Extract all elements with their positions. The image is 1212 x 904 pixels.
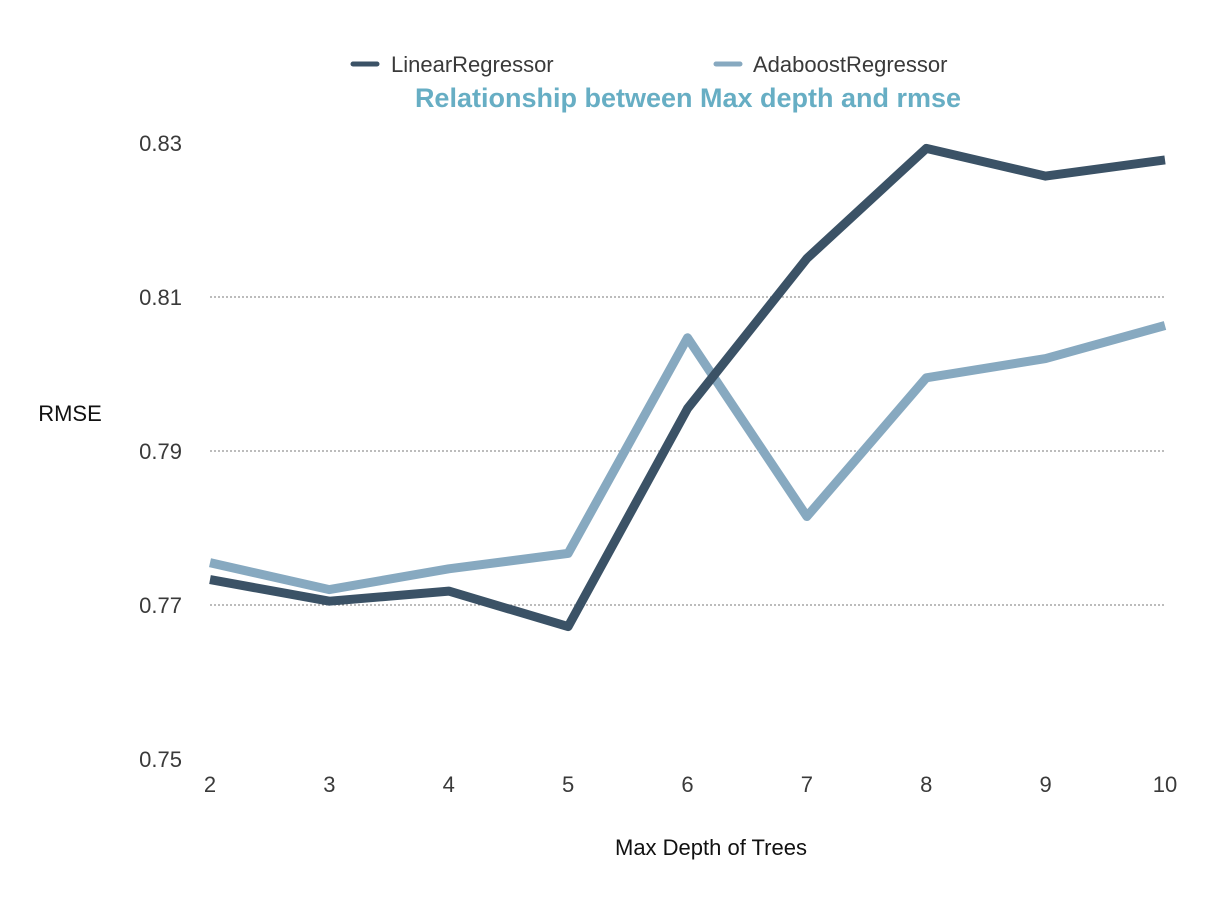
gridlines (210, 296, 1165, 606)
x-tick-label: 10 (1153, 772, 1177, 797)
series-line-linearregressor (209, 143, 1166, 632)
y-tick-label: 0.75 (139, 747, 182, 772)
x-tick-label: 8 (920, 772, 932, 797)
series-lines (209, 143, 1167, 632)
y-tick-labels: 0.75 0.77 0.79 0.81 0.83 (139, 131, 182, 772)
x-tick-labels: 2 3 4 5 6 7 8 9 10 (204, 772, 1177, 797)
x-tick-label: 9 (1040, 772, 1052, 797)
x-axis-label: Max Depth of Trees (615, 835, 807, 860)
x-tick-label: 3 (323, 772, 335, 797)
x-tick-label: 4 (443, 772, 455, 797)
legend-label-linearregressor: LinearRegressor (391, 52, 554, 77)
x-tick-label: 5 (562, 772, 574, 797)
chart-title: Relationship between Max depth and rmse (415, 83, 961, 113)
x-tick-label: 6 (681, 772, 693, 797)
y-tick-label: 0.83 (139, 131, 182, 156)
legend-label-adaboostregressor: AdaboostRegressor (753, 52, 947, 77)
legend: LinearRegressor AdaboostRegressor (350, 52, 947, 77)
y-tick-label: 0.77 (139, 593, 182, 618)
x-tick-label: 7 (801, 772, 813, 797)
y-tick-label: 0.81 (139, 285, 182, 310)
y-tick-label: 0.79 (139, 439, 182, 464)
x-tick-label: 2 (204, 772, 216, 797)
y-axis-label: RMSE (38, 401, 102, 426)
series-line-adaboostregressor (209, 321, 1167, 595)
